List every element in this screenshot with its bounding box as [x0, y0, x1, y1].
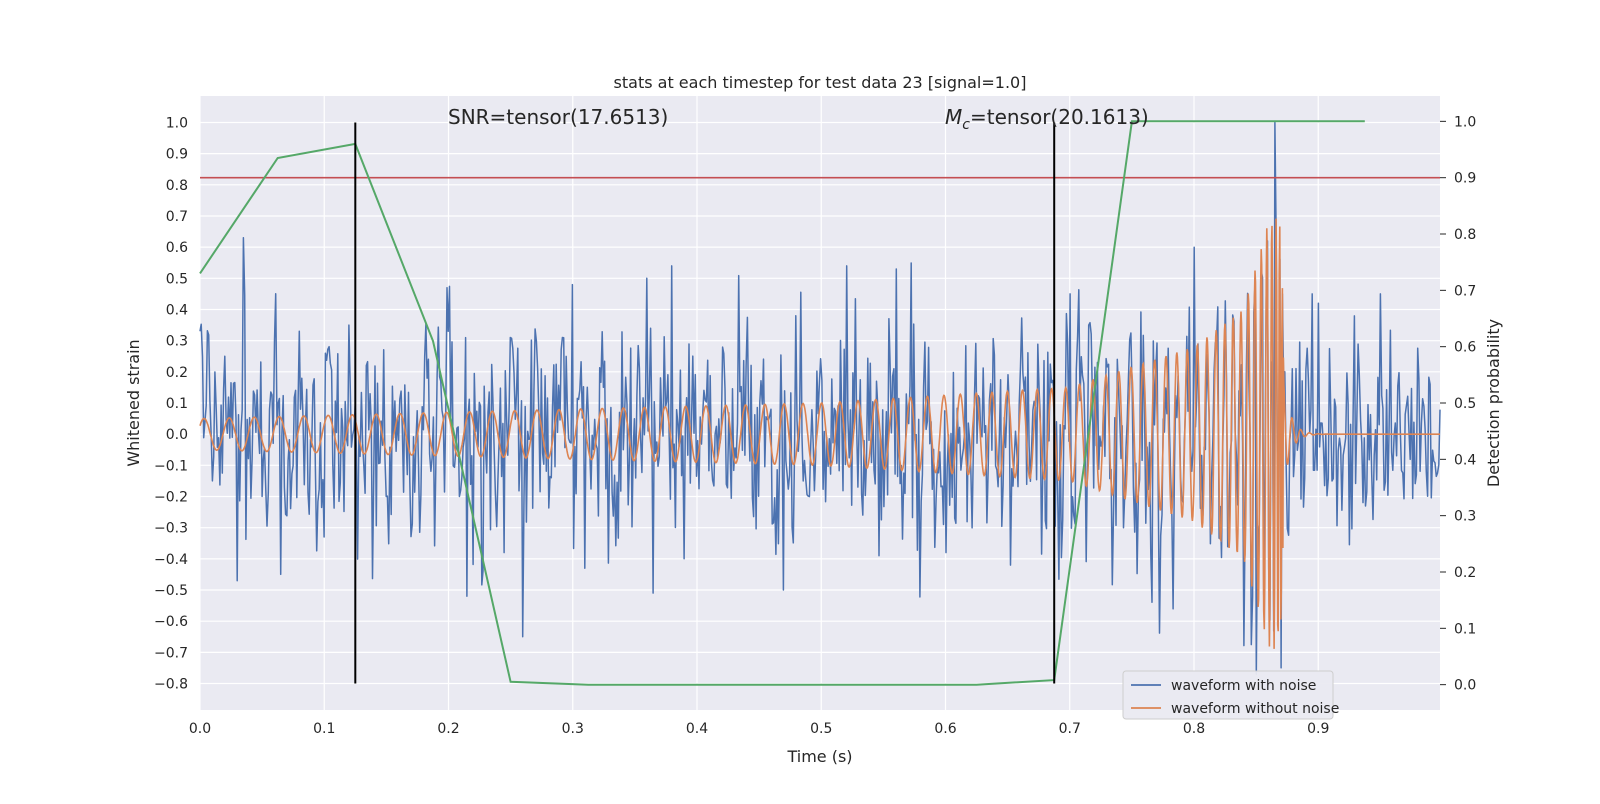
chart-title: stats at each timestep for test data 23 … — [614, 73, 1027, 92]
y-tick-label-left: 0.4 — [166, 302, 188, 318]
x-tick-label: 0.9 — [1307, 721, 1329, 737]
x-tick-label: 0.0 — [189, 721, 211, 737]
y-tick-label-right: 0.2 — [1454, 565, 1476, 581]
y-tick-label-right: 0.9 — [1454, 171, 1476, 187]
y-tick-label-left: 0.8 — [166, 178, 188, 194]
y-tick-label-right: 0.4 — [1454, 452, 1476, 468]
x-tick-label: 0.3 — [562, 721, 584, 737]
x-axis-label: Time (s) — [786, 747, 852, 766]
chirp-mass-symbol: M — [945, 105, 962, 129]
y-tick-label-right: 0.6 — [1454, 340, 1476, 356]
y-tick-label-left: −0.8 — [154, 677, 188, 693]
legend-noisy-label: waveform with noise — [1171, 678, 1316, 694]
y-tick-label-left: 0.1 — [166, 396, 188, 412]
y-tick-label-right: 0.1 — [1454, 621, 1476, 637]
legend-clean-label: waveform without noise — [1171, 701, 1339, 717]
y-tick-label-left: −0.3 — [154, 521, 188, 537]
y-tick-label-left: 0.2 — [166, 365, 188, 381]
y-tick-label-left: 0.6 — [166, 240, 188, 256]
y-tick-label-left: −0.4 — [154, 552, 188, 568]
y-tick-label-left: −0.5 — [154, 583, 188, 599]
y-tick-label-right: 1.0 — [1454, 114, 1476, 130]
x-tick-label: 0.6 — [934, 721, 956, 737]
legend: waveform with noise waveform without noi… — [1123, 671, 1339, 719]
y-tick-label-right: 0.7 — [1454, 283, 1476, 299]
x-tick-label: 0.5 — [810, 721, 832, 737]
chirp-mass-value: =tensor(20.1613) — [970, 105, 1149, 129]
y-tick-label-right: 0.3 — [1454, 509, 1476, 525]
chirp-mass-annotation: Mc=tensor(20.1613) — [945, 105, 1149, 133]
y-axis-label-right: Detection probability — [1484, 319, 1503, 487]
y-tick-label-left: −0.7 — [154, 645, 188, 661]
x-tick-label: 0.7 — [1059, 721, 1081, 737]
y-tick-label-right: 0.0 — [1454, 678, 1476, 694]
y-tick-label-left: −0.1 — [154, 458, 188, 474]
x-tick-label: 0.4 — [686, 721, 708, 737]
y-tick-label-left: 0.9 — [166, 147, 188, 163]
y-tick-label-left: 0.3 — [166, 334, 188, 350]
x-tick-label: 0.1 — [313, 721, 335, 737]
y-tick-label-left: 1.0 — [166, 115, 188, 131]
y-tick-label-right: 0.5 — [1454, 396, 1476, 412]
x-tick-label: 0.8 — [1183, 721, 1205, 737]
y-tick-label-left: −0.2 — [154, 490, 188, 506]
y-tick-label-left: 0.5 — [166, 271, 188, 287]
y-tick-label-right: 0.8 — [1454, 227, 1476, 243]
y-tick-label-left: 0.0 — [166, 427, 188, 443]
x-tick-label: 0.2 — [437, 721, 459, 737]
y-tick-label-left: 0.7 — [166, 209, 188, 225]
snr-annotation: SNR=tensor(17.6513) — [448, 105, 668, 129]
y-axis-label-left: Whitened strain — [124, 339, 143, 466]
y-tick-label-left: −0.6 — [154, 614, 188, 630]
